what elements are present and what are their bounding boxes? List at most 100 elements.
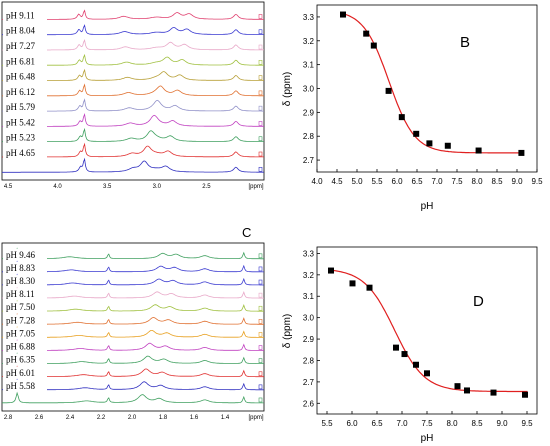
data-point xyxy=(398,114,405,121)
xtick-label: 7.5 xyxy=(451,177,463,186)
ytick-label: 3.2 xyxy=(303,271,315,280)
ylabel-d: δ (ppm) xyxy=(282,314,293,348)
trace-label: pH 6.35 xyxy=(6,355,35,365)
plot-frame-b xyxy=(316,4,538,173)
trace-marker xyxy=(258,279,263,285)
trace-marker xyxy=(258,371,263,377)
data-point xyxy=(366,284,373,291)
trace-marker xyxy=(258,266,263,272)
xtick-label: 7.0 xyxy=(396,419,408,428)
trace-marker xyxy=(258,319,263,324)
trace-marker xyxy=(258,44,263,50)
xtick-label: 9.0 xyxy=(511,177,523,186)
spectrum-trace xyxy=(1,391,264,404)
trace-marker xyxy=(258,60,263,65)
ytick-label: 3.0 xyxy=(303,85,315,94)
trace-label: pH 7.28 xyxy=(6,315,35,325)
data-point xyxy=(424,370,430,377)
trace-label: pH 5.79 xyxy=(6,102,35,112)
trace-label: pH 4.65 xyxy=(6,148,35,158)
titration-plot-b: B 4.0 4.5 5.0 5.5 6.0 6.5 7.0 7.5 8.0 8.5 9.0 9.5 2.… xyxy=(282,4,543,212)
spectra-xtick-label: [ppm] xyxy=(248,415,263,421)
xtick-label: 9.0 xyxy=(496,419,508,428)
trace-label: pH 6.81 xyxy=(6,56,35,66)
ytick-label: 3.2 xyxy=(303,37,315,46)
trace-marker xyxy=(258,151,263,157)
ylabel-b: δ (ppm) xyxy=(282,72,293,106)
spectra-labels-bottom: pH 9.46 pH 8.83 pH 8.30 pH 8.11 pH 7.50 pH 7.… xyxy=(3,248,47,391)
data-point xyxy=(340,11,346,18)
spectra-xtick-label: 2.4 xyxy=(66,415,75,421)
spectra-panel-top: pH 9.11 pH 8.04 pH 7.27 pH 6.81 pH 6.48 pH 6.… xyxy=(1,1,265,190)
data-point xyxy=(385,87,392,94)
ytick-label: 2.8 xyxy=(303,356,315,365)
trace-label-bg xyxy=(3,275,47,287)
trace-label: pH 8.11 xyxy=(6,289,35,299)
spectrum-trace xyxy=(2,157,264,173)
xtick-label: 8.0 xyxy=(471,177,483,186)
trace-label-bg xyxy=(3,101,47,113)
data-point xyxy=(370,42,377,49)
spectra-xtick-label: 2.6 xyxy=(35,415,44,421)
panel-label-d: D xyxy=(473,293,484,310)
data-point xyxy=(363,30,370,37)
trace-marker xyxy=(258,166,263,172)
trace-label: pH 7.05 xyxy=(6,328,35,338)
xtick-label: 5.5 xyxy=(321,419,333,428)
trace-label-bg xyxy=(3,24,47,36)
ytick-label: 2.7 xyxy=(303,156,315,165)
trace-label-bg xyxy=(3,327,47,339)
plot-d-content: 5.5 6.0 6.5 7.0 7.5 8.0 8.5 9.0 9.5 2.6 2.7 2.8 2.9 3… xyxy=(303,249,533,428)
spectra-xtick-label: 3.0 xyxy=(153,184,162,190)
trace-label-bg xyxy=(3,131,47,143)
trace-label: pH 6.12 xyxy=(6,87,35,97)
xlabel-b: pH xyxy=(421,201,434,212)
data-point xyxy=(413,130,420,137)
xtick-label: 6.5 xyxy=(371,419,383,428)
trace-label-bg xyxy=(3,9,47,21)
trace-marker xyxy=(258,121,263,126)
data-point xyxy=(522,391,528,398)
data-point xyxy=(349,280,356,287)
data-point xyxy=(413,361,419,368)
spectra-xtick-label: 4.0 xyxy=(53,184,62,190)
trace-marker xyxy=(258,90,263,96)
ytick-label: 2.9 xyxy=(303,335,315,344)
trace-marker xyxy=(258,29,263,35)
trace-marker xyxy=(258,105,263,111)
ytick-label: 2.8 xyxy=(303,132,315,141)
trace-label-bg xyxy=(3,366,47,378)
spectra-xaxis-bottom: 2.8 2.6 2.4 2.2 2.0 1.8 1.6 1.4 [ppm] xyxy=(4,415,264,421)
trace-marker xyxy=(258,136,263,142)
xtick-label: 9.5 xyxy=(531,177,543,186)
xtick-label: 8.0 xyxy=(446,419,458,428)
trace-marker xyxy=(258,345,263,350)
trace-label: pH 6.48 xyxy=(6,72,35,82)
trace-label-bg xyxy=(3,288,47,300)
trace-label-bg xyxy=(3,340,47,352)
trace-label: pH 6.01 xyxy=(6,368,35,378)
xtick-label: 9.5 xyxy=(521,419,533,428)
data-point xyxy=(518,149,525,156)
ytick-label: 3.3 xyxy=(303,13,315,22)
trace-label-bg xyxy=(3,147,47,159)
xtick-label: 5.5 xyxy=(371,177,383,186)
trace-label: pH 6.88 xyxy=(6,342,35,352)
trace-label: pH 8.30 xyxy=(6,276,35,286)
xtick-label: 8.5 xyxy=(471,419,483,428)
trace-marker xyxy=(258,292,263,298)
ytick-label: 3.0 xyxy=(303,314,315,323)
trace-label-bg xyxy=(3,301,47,313)
trace-label-bg xyxy=(3,314,47,326)
spectra-frame-top xyxy=(1,1,265,181)
trace-marker xyxy=(258,305,263,311)
xtick-label: 8.5 xyxy=(491,177,503,186)
trace-label-bg xyxy=(3,379,47,391)
spectra-xtick-label: [ppm] xyxy=(248,184,263,190)
spectra-xaxis-top: 4.5 4.0 3.5 3.0 2.5 [ppm] xyxy=(4,184,264,190)
xtick-label: 7.5 xyxy=(421,419,433,428)
trace-marker xyxy=(258,75,263,80)
plot-b-content: 4.0 4.5 5.0 5.5 6.0 6.5 7.0 7.5 8.0 8.5 9.0 9.5 2.7 2… xyxy=(303,11,543,186)
